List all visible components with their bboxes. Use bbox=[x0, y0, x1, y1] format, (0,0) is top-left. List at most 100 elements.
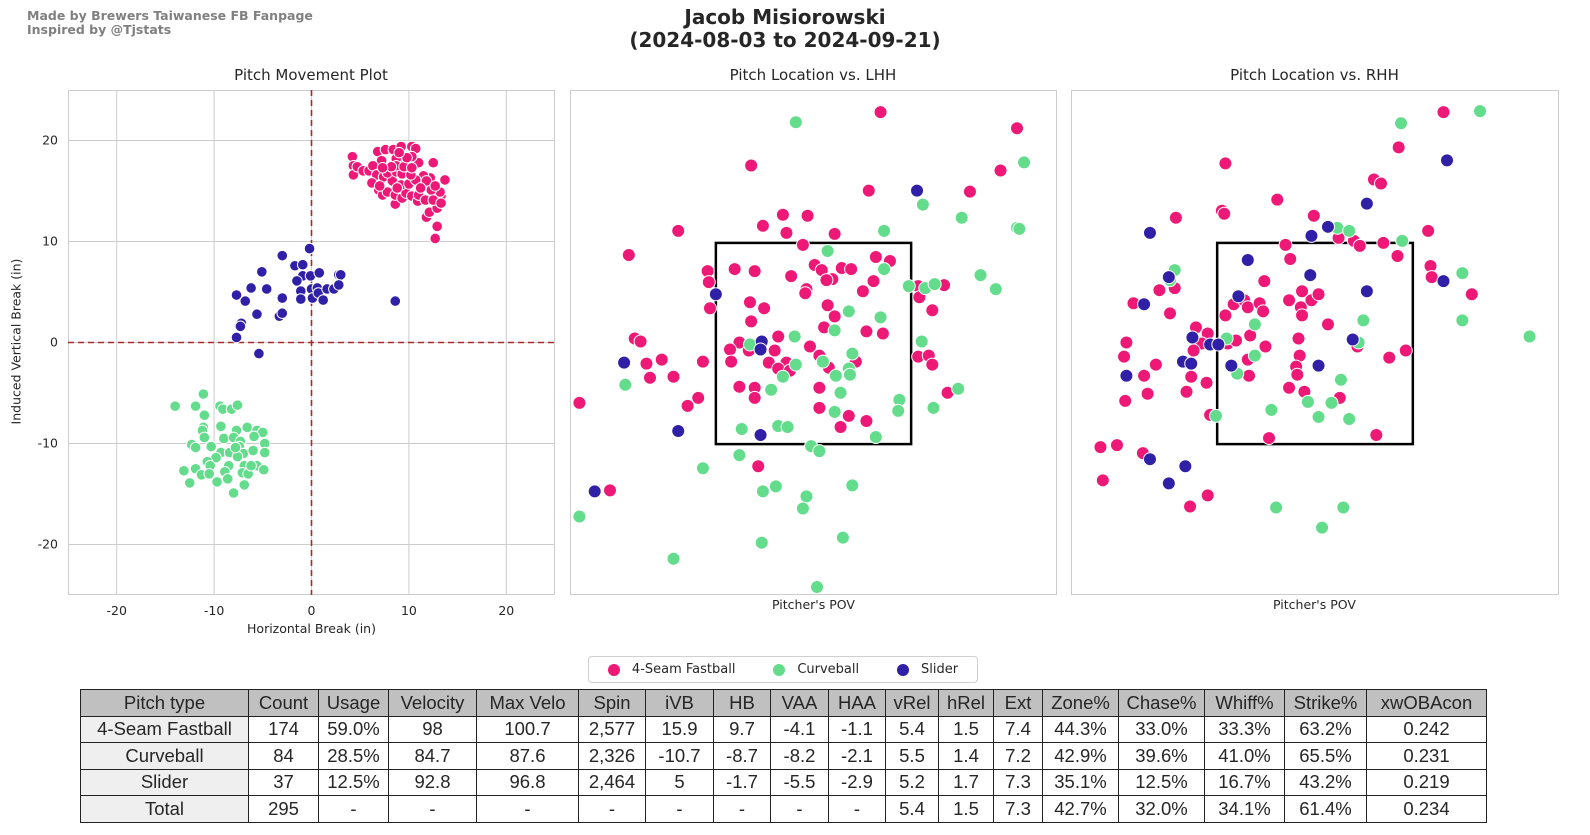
curveball-point bbox=[1315, 520, 1330, 535]
table-cell: - bbox=[713, 795, 771, 823]
credit-line-2: Inspired by @Tjstats bbox=[27, 22, 172, 37]
curveball-point bbox=[211, 476, 223, 488]
4-seam-fastball-point bbox=[1464, 287, 1479, 302]
4-seam-fastball-point bbox=[833, 420, 848, 435]
curveball-point bbox=[877, 223, 892, 238]
4-seam-fastball-point bbox=[732, 379, 747, 394]
table-cell: 0.234 bbox=[1366, 795, 1487, 823]
slider-point bbox=[1142, 452, 1157, 467]
table-cell: 1.5 bbox=[938, 795, 994, 823]
curveball-point bbox=[572, 509, 587, 524]
slider-point bbox=[1303, 268, 1318, 283]
table-cell: 16.7% bbox=[1204, 768, 1285, 796]
table-cell: 84.7 bbox=[388, 742, 477, 770]
point-layer bbox=[572, 105, 1032, 594]
slider-point bbox=[1359, 196, 1374, 211]
slider-point bbox=[276, 249, 289, 262]
table-row: Curveball 84 28.5% 84.7 87.6 2,326 -10.7 -8.7 -8… bbox=[80, 742, 1487, 770]
column-header: xwOBAcon bbox=[1366, 689, 1487, 717]
4-seam-fastball-point bbox=[779, 225, 794, 240]
curveball-point bbox=[197, 388, 210, 400]
slider-point bbox=[1224, 358, 1239, 373]
4-seam-fastball-point bbox=[695, 354, 710, 369]
slider-point bbox=[1142, 225, 1157, 240]
slider-point bbox=[1240, 253, 1255, 268]
table-cell: 0.242 bbox=[1366, 715, 1487, 743]
curveball-point bbox=[951, 381, 966, 396]
table-cell: - bbox=[318, 795, 389, 823]
column-header: Zone% bbox=[1042, 689, 1119, 717]
pitch-type-cell: Curveball bbox=[80, 742, 249, 770]
curveball-point bbox=[841, 304, 856, 319]
table-cell: 2,326 bbox=[578, 742, 646, 770]
column-header: Strike% bbox=[1284, 689, 1367, 717]
4-seam-fastball-point bbox=[1183, 499, 1198, 514]
pitch-type-cell: 4-Seam Fastball bbox=[80, 715, 249, 743]
curveball-point bbox=[1208, 408, 1223, 423]
rhh-plot-title: Pitch Location vs. RHH bbox=[1230, 66, 1399, 84]
curveball-point bbox=[734, 422, 749, 437]
curveball-point bbox=[820, 243, 835, 258]
4-seam-fastball-point bbox=[1352, 238, 1367, 253]
pitch-type-cell: Slider bbox=[80, 768, 249, 796]
4-seam-fastball-point bbox=[1093, 440, 1108, 455]
4-seam-fastball-point bbox=[1369, 428, 1384, 443]
curveball-point bbox=[815, 354, 830, 369]
curveball-point bbox=[768, 479, 783, 494]
curveball-point bbox=[189, 441, 202, 454]
table-cell: 37 bbox=[248, 768, 319, 796]
4-seam-fastball-point bbox=[1311, 287, 1326, 302]
4-seam-fastball-point bbox=[680, 398, 695, 413]
curveball-point bbox=[1269, 500, 1284, 515]
slider-point bbox=[1345, 332, 1360, 347]
curveball-point bbox=[215, 420, 227, 433]
rhh-x-label: Pitcher's POV bbox=[1273, 597, 1356, 612]
4-seam-fastball-point bbox=[1291, 331, 1306, 346]
curveball-point bbox=[1455, 266, 1470, 281]
4-seam-fastball-point bbox=[1424, 270, 1439, 285]
4-seam-fastball-point bbox=[1282, 293, 1297, 308]
curveball-point bbox=[229, 441, 242, 454]
column-header: iVB bbox=[645, 689, 714, 717]
table-cell: 33.3% bbox=[1204, 715, 1285, 743]
x-tick-label: 20 bbox=[498, 603, 514, 618]
4-seam-fastball-point bbox=[1320, 317, 1335, 332]
4-seam-fastball-point bbox=[435, 197, 447, 209]
slider-point bbox=[1440, 153, 1455, 168]
table-cell: 63.2% bbox=[1284, 715, 1367, 743]
4-seam-fastball-point bbox=[621, 247, 636, 262]
4-seam-fastball-point bbox=[691, 390, 706, 405]
table-cell: 35.1% bbox=[1042, 768, 1119, 796]
4-seam-fastball-point bbox=[812, 380, 827, 395]
slider-point bbox=[276, 307, 289, 320]
slider-point bbox=[389, 295, 402, 307]
slider-point bbox=[1211, 337, 1226, 352]
table-cell: 1.7 bbox=[938, 768, 994, 796]
curveball-point bbox=[764, 382, 779, 397]
legend-label: Slider bbox=[920, 662, 959, 677]
x-tick-label: -20 bbox=[106, 603, 126, 618]
table-cell: 7.4 bbox=[993, 715, 1043, 743]
table-row: Slider 37 12.5% 92.8 96.8 2,464 5 -1.7 -5.5 -2.9 5… bbox=[80, 768, 1487, 796]
4-seam-fastball-point bbox=[1295, 308, 1310, 323]
table-cell: 59.0% bbox=[318, 715, 389, 743]
4-seam-fastball-point bbox=[1152, 283, 1167, 298]
table-cell: 5.4 bbox=[885, 715, 939, 743]
table-row: 4-Seam Fastball 174 59.0% 98 100.7 2,577 15.9 9… bbox=[80, 715, 1487, 743]
4-seam-fastball-point bbox=[724, 354, 739, 369]
column-header: vRel bbox=[885, 689, 939, 717]
table-cell: -1.1 bbox=[828, 715, 886, 743]
table-cell: -2.1 bbox=[828, 742, 886, 770]
slider-point bbox=[617, 355, 632, 370]
curveball-point bbox=[169, 400, 181, 412]
curveball-point bbox=[732, 448, 747, 463]
slider-point bbox=[313, 267, 326, 279]
4-seam-fastball-point bbox=[1179, 384, 1194, 399]
4-seam-fastball-point bbox=[1295, 284, 1310, 299]
table-cell: 7.3 bbox=[993, 768, 1043, 796]
curveball-point bbox=[1473, 104, 1488, 119]
y-tick-label: 0 bbox=[50, 335, 58, 350]
4-seam-fastball-point bbox=[666, 369, 681, 384]
slider-point bbox=[294, 293, 307, 305]
slider-point bbox=[245, 282, 257, 294]
